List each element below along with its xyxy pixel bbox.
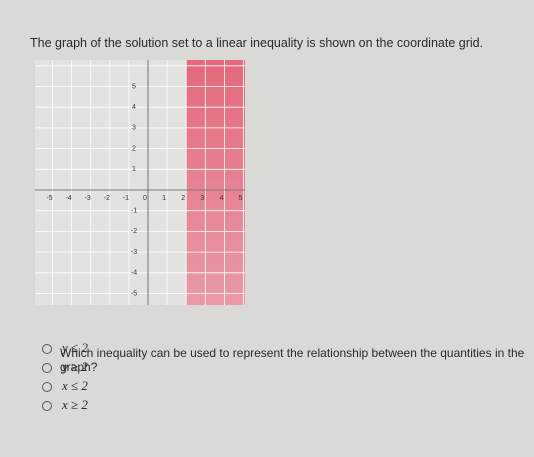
prompt: Which inequality can be used to represen… [60, 346, 525, 374]
option[interactable]: y ≥ 2 [42, 359, 88, 375]
x-tick-label: -5 [46, 195, 52, 202]
y-tick-label: 1 [132, 166, 136, 173]
x-tick-label: -4 [65, 195, 71, 202]
x-tick-label: 0 [143, 195, 147, 202]
y-tick-label: 2 [132, 145, 136, 152]
y-tick-label: 3 [132, 125, 136, 132]
y-tick-label: 4 [132, 104, 136, 111]
x-tick-label: 3 [200, 195, 204, 202]
y-tick-label: 5 [132, 83, 136, 90]
y-tick-label: -1 [131, 208, 137, 215]
option[interactable]: x ≥ 2 [42, 397, 88, 413]
option[interactable]: y ≤ 2 [42, 340, 88, 356]
x-tick-label: 5 [239, 195, 243, 202]
radio[interactable] [42, 382, 52, 393]
option-text: x ≥ 2 [62, 397, 88, 412]
radio[interactable] [42, 344, 52, 355]
option-text: y ≤ 2 [62, 340, 88, 355]
question: The graph of the solution set to a linea… [30, 36, 484, 50]
y-tick-label: -5 [131, 290, 137, 297]
x-tick-label: 4 [219, 195, 223, 202]
x-tick-label: -3 [85, 195, 91, 202]
x-tick-label: -1 [123, 195, 129, 202]
option[interactable]: x ≤ 2 [42, 378, 88, 394]
radio[interactable] [42, 363, 52, 374]
y-tick-label: -2 [131, 228, 137, 235]
option-text: y ≥ 2 [62, 359, 88, 374]
x-tick-label: 1 [162, 195, 166, 202]
x-tick-label: 2 [181, 195, 185, 202]
y-tick-label: -4 [131, 270, 137, 277]
radio[interactable] [42, 401, 52, 412]
x-tick-label: -2 [104, 195, 110, 202]
y-tick-label: -3 [131, 249, 137, 256]
shaded-region [186, 60, 245, 305]
option-text: x ≤ 2 [62, 378, 88, 393]
